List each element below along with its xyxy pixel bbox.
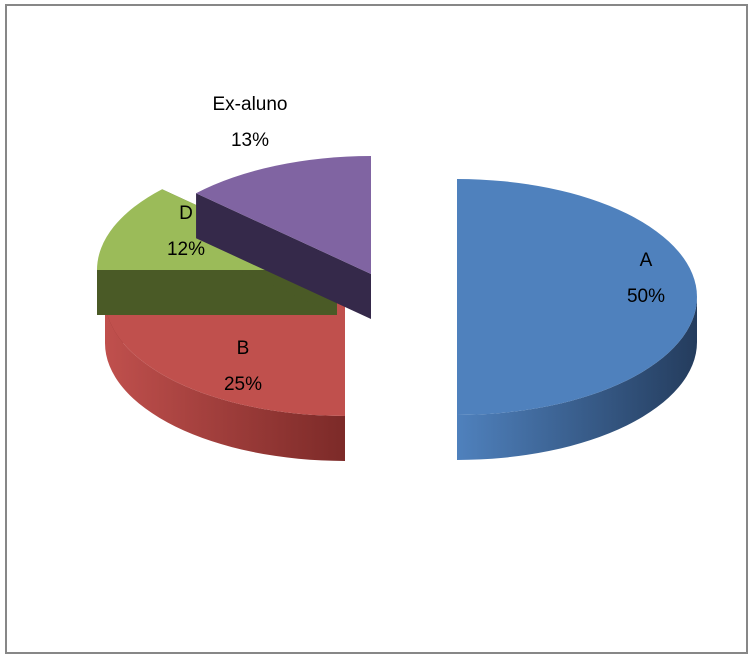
data-label-b-name: B bbox=[237, 338, 250, 359]
data-label-a-name: A bbox=[640, 250, 653, 271]
data-label-ex-aluno-percent: 13% bbox=[231, 130, 269, 151]
data-label-ex-aluno-name: Ex-aluno bbox=[213, 94, 288, 115]
data-label-d-percent: 12% bbox=[167, 239, 205, 260]
slice-b bbox=[105, 298, 345, 461]
slice-b-side-outer bbox=[105, 298, 345, 461]
data-label-d-name: D bbox=[179, 203, 193, 224]
data-label-a-percent: 50% bbox=[627, 286, 665, 307]
slice-ex-aluno-top bbox=[196, 156, 371, 274]
slice-ex-aluno bbox=[196, 156, 371, 319]
data-label-b-percent: 25% bbox=[224, 374, 262, 395]
slice-a-top bbox=[457, 179, 697, 415]
slice-ex-aluno-side-start bbox=[196, 193, 371, 319]
slice-a bbox=[457, 179, 697, 460]
slice-a-side-outer bbox=[457, 297, 697, 460]
slice-b-top bbox=[105, 298, 345, 416]
